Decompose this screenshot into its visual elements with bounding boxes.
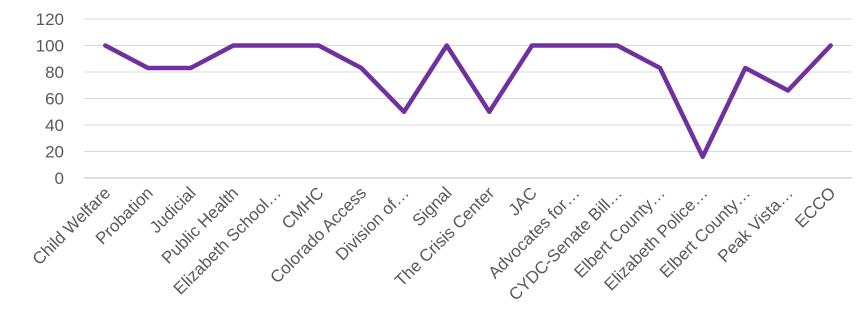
data-point xyxy=(530,43,535,48)
data-point xyxy=(359,66,364,71)
data-point xyxy=(316,43,321,48)
data-point xyxy=(402,109,407,114)
data-point xyxy=(146,66,151,71)
y-tick-label: 60 xyxy=(45,90,64,109)
data-point xyxy=(572,43,577,48)
x-tick-label: Peak Vista… xyxy=(714,183,797,266)
data-point xyxy=(615,43,620,48)
data-point xyxy=(487,109,492,114)
data-point xyxy=(700,154,705,159)
y-tick-label: 80 xyxy=(45,63,64,82)
y-tick-label: 40 xyxy=(45,116,64,135)
data-point xyxy=(231,43,236,48)
gridlines xyxy=(84,18,852,152)
data-point xyxy=(444,43,449,48)
y-tick-label: 0 xyxy=(55,169,64,188)
data-point xyxy=(658,66,663,71)
y-tick-label: 120 xyxy=(36,10,64,29)
y-tick-label: 100 xyxy=(36,37,64,56)
y-tick-label: 20 xyxy=(45,143,64,162)
data-point xyxy=(103,43,108,48)
x-tick-label: ECCO xyxy=(791,183,839,231)
y-tick-labels: 0 20 40 60 80 100 120 xyxy=(36,10,64,188)
data-point xyxy=(743,66,748,71)
series-line xyxy=(103,43,833,160)
data-point xyxy=(188,66,193,71)
data-point xyxy=(786,88,791,93)
x-tick-label: JAC xyxy=(505,183,541,219)
series-lines xyxy=(103,43,833,160)
data-point xyxy=(828,43,833,48)
data-point xyxy=(274,43,279,48)
